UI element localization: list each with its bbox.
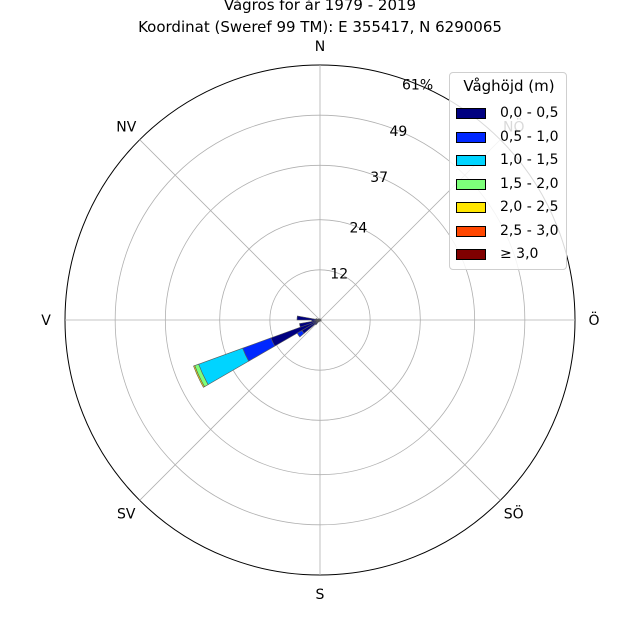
direction-label: S — [316, 587, 325, 603]
rose-bar-segment — [296, 315, 321, 321]
legend-item: ≥ 3,0 — [456, 246, 566, 266]
legend-swatch — [456, 225, 486, 237]
rose-bar-segment — [198, 347, 250, 385]
legend-swatch — [456, 108, 486, 119]
grid-spoke — [139, 319, 321, 501]
rose-bar-segment — [193, 365, 205, 388]
radial-tick-label: 12 — [330, 267, 348, 283]
radial-tick-labels: 12 24 37 49 61% — [330, 77, 433, 282]
direction-label: SV — [117, 507, 136, 523]
legend-item: 1,5 - 2,0 — [456, 176, 566, 196]
legend-label: 1,5 - 2,0 — [500, 175, 559, 192]
rose-bar-segment — [296, 330, 305, 338]
grid-spoke — [139, 139, 321, 321]
legend-title: Våghöjd (m) — [463, 77, 555, 95]
direction-label: N — [315, 39, 325, 55]
polar-grid — [64, 64, 576, 576]
chart-title: Vågros för år 1979 - 2019 — [223, 0, 417, 14]
radial-tick-label: 24 — [349, 220, 367, 236]
legend-label: 0,0 - 0,5 — [500, 105, 559, 121]
chart-subtitle: Koordinat (Sweref 99 TM): E 355417, N 62… — [138, 18, 502, 36]
legend-item: 2,0 - 2,5 — [456, 199, 566, 219]
legend: Våghöjd (m) 0,0 - 0,5 0,5 - 1,0 1,0 - 1,5 1… — [449, 72, 567, 270]
radial-tick-label: 61% — [402, 77, 433, 93]
radial-tick-label: 49 — [389, 124, 407, 140]
direction-label: Ö — [588, 311, 599, 329]
legend-swatch — [456, 202, 486, 213]
legend-item: 0,0 - 0,5 — [456, 105, 566, 125]
direction-label: V — [41, 313, 51, 329]
legend-item: 2,5 - 3,0 — [456, 223, 566, 243]
rose-bar-segment — [318, 319, 321, 322]
legend-swatch — [456, 178, 486, 190]
legend-item: 0,5 - 1,0 — [456, 129, 566, 149]
rose-bar-segment — [242, 337, 276, 362]
legend-swatch — [456, 131, 486, 143]
grid-spoke — [319, 319, 501, 501]
legend-swatch — [456, 249, 486, 260]
legend-label: 2,5 - 3,0 — [500, 222, 559, 239]
legend-item: 1,0 - 1,5 — [456, 152, 566, 172]
legend-swatch — [456, 155, 486, 166]
legend-label: 1,0 - 1,5 — [500, 152, 559, 168]
radial-tick-label: 37 — [370, 170, 388, 186]
direction-label: NV — [116, 119, 136, 135]
legend-label: 2,0 - 2,5 — [500, 199, 559, 215]
direction-label: SÖ — [504, 505, 524, 523]
rose-bars — [193, 315, 322, 388]
legend-label: 0,5 - 1,0 — [500, 128, 559, 145]
legend-label: ≥ 3,0 — [500, 246, 539, 262]
